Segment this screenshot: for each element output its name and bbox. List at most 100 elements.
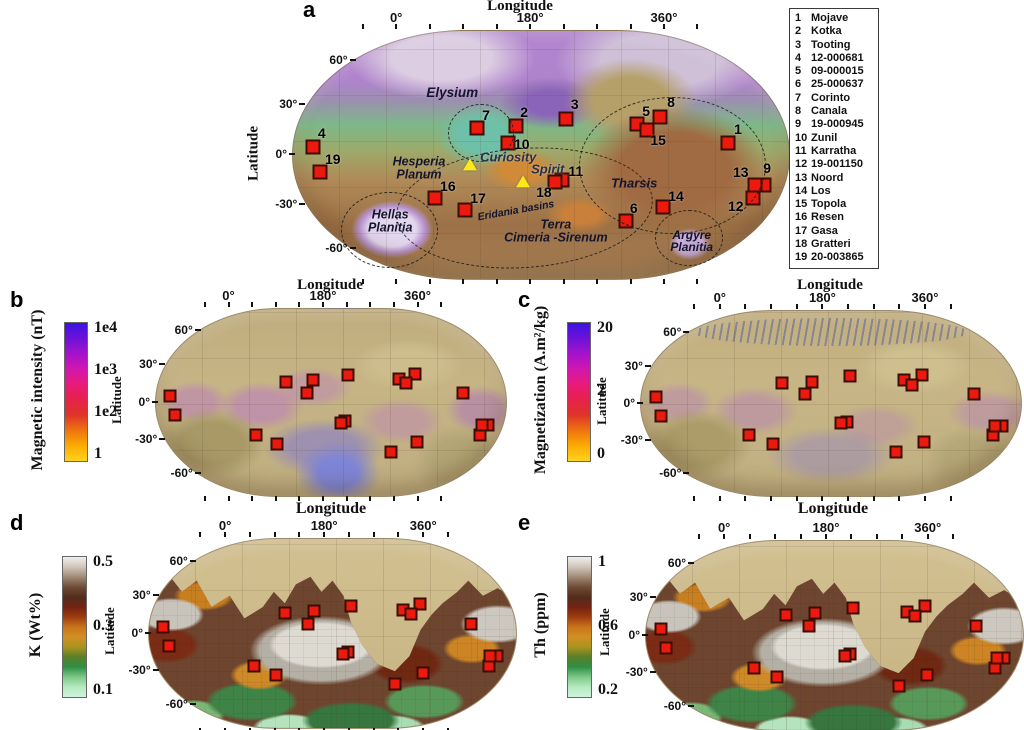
legend-site-name: Noord [811,171,844,184]
legend-site-name: Karratha [811,144,857,157]
site-marker-17 [269,668,283,682]
lon-tick [224,532,227,537]
lon-tick [322,496,324,501]
lon-tick [462,24,465,29]
colorbar-tick-label: 0.2 [598,681,618,698]
site-marker-17 [270,437,284,451]
lon-tick [203,496,206,501]
site-marker-2 [805,375,819,389]
site-marker-8 [915,368,929,382]
panel-b-magnetic-intensity-map [155,308,507,497]
legend-row: 4 12-000681 [795,52,878,65]
lon-tick [693,304,696,309]
lon-tick [821,304,824,309]
grs-thorium-mosaic [646,575,1023,730]
site-number-16: 16 [440,177,456,194]
panel-d-longitude-title: Longitude [295,500,367,517]
lon-tick [422,728,425,730]
legend-row: 18 Gratteri [795,238,878,251]
lon-tick [347,728,350,730]
site-marker-2 [808,606,822,620]
legend-site-name: 09-000015 [811,65,864,78]
lat-tick-label: 0° [138,394,150,409]
lon-tick [369,496,372,501]
lon-tick-label: 0° [713,290,727,305]
panel-c-latitude-title: Latitude [594,377,609,425]
lon-tick [274,302,277,307]
site-marker-14 [410,435,424,449]
site-marker-15 [404,607,418,621]
lon-tick [723,534,726,539]
rover-label-curiosity: Curiosity [480,149,537,165]
site-marker-14 [920,668,934,682]
legend-site-name: 25-000637 [811,78,864,91]
colorbar-tick-label: 0 [597,445,605,462]
site-marker-15 [908,609,922,623]
site-marker-6 [388,677,402,691]
site-marker-4 [156,620,170,634]
lon-tick-label: 360° [914,520,942,535]
colorbar-tick-label: 0.1 [93,681,113,698]
legend-row: 15 Topola [795,198,878,211]
site-marker-3 [843,369,857,383]
site-marker-16 [747,661,761,675]
lon-tick [361,24,364,29]
lat-tick [644,438,651,441]
legend-site-name: Resen [811,211,845,224]
site-marker-16 [427,190,443,206]
site-number-18: 18 [536,184,552,201]
panel-b-colorbar-title: Magnetic intensity (nT) [29,309,46,471]
lon-tick [323,728,326,730]
site-marker-4 [649,390,663,404]
site-number-4: 4 [317,125,326,142]
legend-row: 19 20-003865 [795,251,878,264]
site-marker-16 [247,659,261,673]
legend-row: 6 25-000637 [795,78,878,91]
rover-label-spirit: Spirit [531,161,565,177]
lon-tick [821,496,824,501]
site-marker-17 [457,202,473,218]
lon-tick [323,532,326,537]
legend-row: 13 Noord [795,172,878,185]
lon-tick [770,496,773,501]
lon-tick-label: 0° [218,518,232,533]
legend-site-number: 7 [795,91,802,104]
lon-tick [369,302,372,307]
lat-tick [152,669,159,672]
legend-site-number: 13 [795,171,808,184]
site-marker-6 [892,679,906,693]
polar-magnetization-dashes [694,318,968,347]
panel-c-magnetization-map [640,310,1022,497]
lat-tick [349,58,356,61]
lon-tick [875,534,878,539]
site-number-17: 17 [470,190,486,207]
lon-tick [273,532,276,537]
lat-tick [159,363,166,366]
lon-tick [397,728,400,730]
panel-d-potassium-map [148,538,517,729]
legend-site-number: 4 [795,51,802,64]
region-label: Terra Cimeria -Sirenum [504,217,608,245]
lon-tick [529,279,532,284]
legend-row: 17 Gasa [795,225,878,238]
lon-tick [397,532,400,537]
colorbar-tick-label: 0.5 [93,553,113,570]
lon-tick [392,496,395,501]
lon-tick [696,279,699,284]
lat-tick [289,153,295,155]
lon-tick [744,304,747,309]
site-marker-16 [742,428,756,442]
rover-marker-curiosity [463,158,478,171]
site-marker-14 [917,435,931,449]
lon-tick [847,496,850,501]
site-marker-13 [483,649,497,663]
legend-site-name: 19-001150 [811,158,863,171]
site-marker-10 [798,387,812,401]
site-marker-15 [905,378,919,392]
lon-tick [345,496,348,501]
legend-site-number: 3 [795,38,802,51]
lat-tick-label: -30° [625,665,648,680]
lon-tick [361,279,364,284]
lon-tick-label: 0° [222,288,235,303]
site-marker-6 [384,445,398,459]
